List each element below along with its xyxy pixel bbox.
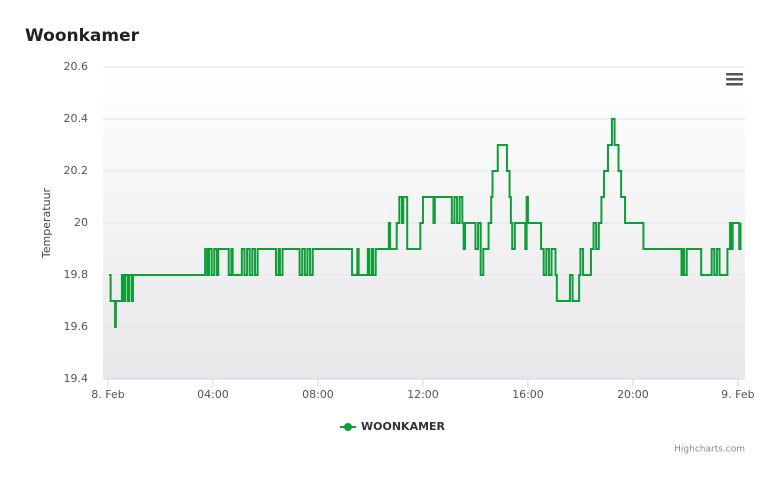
y-axis-label: Temperatuur bbox=[40, 187, 53, 259]
x-tick-label: 9. Feb bbox=[721, 388, 754, 401]
y-tick-label: 19.8 bbox=[64, 268, 89, 281]
x-tick-label: 16:00 bbox=[512, 388, 544, 401]
x-tick-label: 04:00 bbox=[197, 388, 229, 401]
y-tick-label: 20 bbox=[74, 216, 88, 229]
x-tick-label: 12:00 bbox=[407, 388, 439, 401]
legend-symbol bbox=[344, 423, 352, 431]
menu-icon[interactable] bbox=[726, 73, 743, 86]
y-tick-label: 20.4 bbox=[64, 112, 89, 125]
x-tick-label: 8. Feb bbox=[91, 388, 124, 401]
y-tick-label: 20.2 bbox=[64, 164, 89, 177]
x-tick-label: 20:00 bbox=[617, 388, 649, 401]
y-tick-label: 19.6 bbox=[64, 320, 89, 333]
legend-label[interactable]: WOONKAMER bbox=[361, 420, 446, 433]
series-line bbox=[109, 118, 742, 328]
credits[interactable]: Highcharts.com bbox=[674, 445, 745, 455]
chart-title: Woonkamer bbox=[25, 26, 140, 46]
y-tick-label: 19.4 bbox=[64, 372, 89, 385]
y-tick-label: 20.6 bbox=[64, 60, 89, 73]
x-tick-label: 08:00 bbox=[302, 388, 334, 401]
